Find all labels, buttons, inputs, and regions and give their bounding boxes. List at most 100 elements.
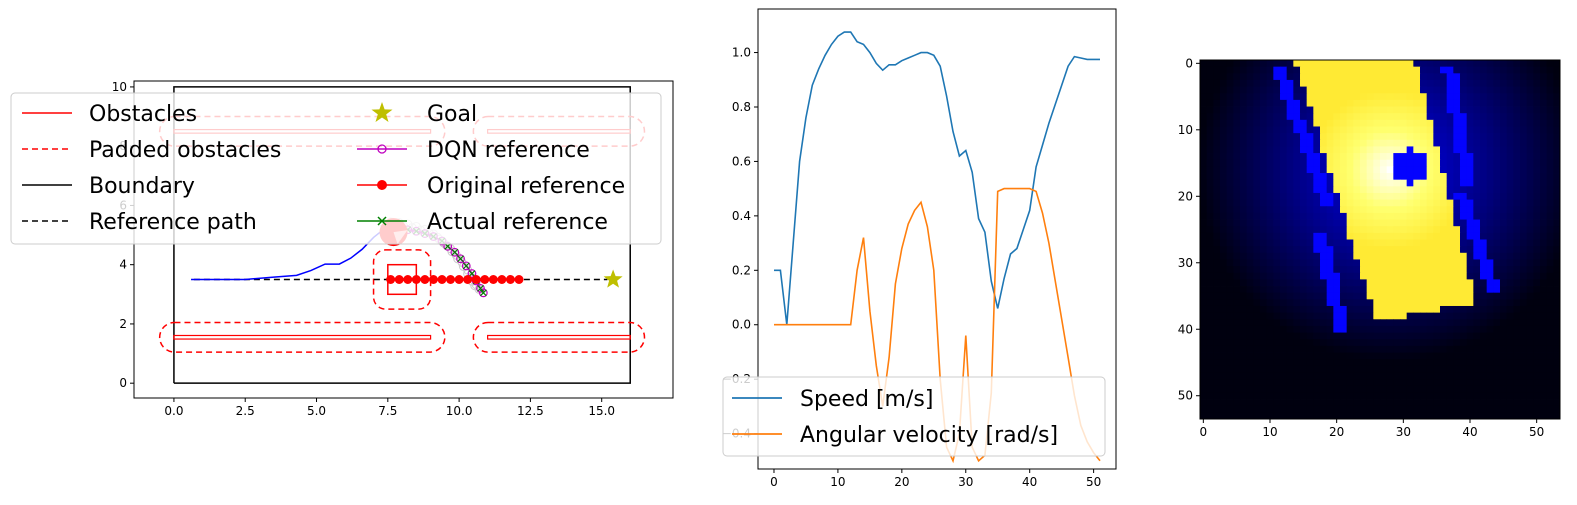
heatmap-cell (1433, 392, 1441, 400)
heatmap-cell (1460, 93, 1468, 101)
heatmap-cell (1433, 399, 1441, 407)
heatmap-cell (1393, 119, 1401, 127)
heatmap-cell (1500, 319, 1508, 327)
heatmap-cell (1520, 405, 1528, 413)
heatmap-cell (1413, 332, 1421, 340)
heatmap-cell (1393, 345, 1401, 353)
heatmap-cell (1200, 319, 1208, 327)
heatmap-cell (1466, 399, 1474, 407)
heatmap-cell (1480, 199, 1488, 207)
heatmap-cell (1293, 332, 1301, 340)
heatmap-cell (1340, 126, 1348, 134)
heatmap-cell (1280, 219, 1288, 227)
heatmap-cell (1386, 73, 1394, 81)
heatmap-cell (1253, 279, 1261, 287)
heatmap-cell (1440, 159, 1448, 167)
heatmap-cell (1473, 359, 1481, 367)
heatmap-cell (1246, 126, 1254, 134)
heatmap-cell (1493, 286, 1501, 294)
heatmap-cell (1406, 226, 1414, 234)
heatmap-cell (1226, 226, 1234, 234)
heatmap-cell (1326, 139, 1334, 147)
heatmap-cell (1453, 239, 1461, 247)
heatmap-cell (1200, 332, 1208, 340)
heatmap-cell (1460, 99, 1468, 107)
heatmap-cell (1540, 412, 1548, 420)
heatmap-cell (1426, 99, 1434, 107)
heatmap-cell (1333, 60, 1341, 68)
heatmap-cell (1246, 139, 1254, 147)
c-x-tick-label: 20 (1329, 425, 1344, 439)
heatmap-cell (1433, 385, 1441, 393)
heatmap-cell (1333, 286, 1341, 294)
heatmap-cell (1280, 266, 1288, 274)
heatmap-cell (1273, 312, 1281, 320)
heatmap-cell (1253, 259, 1261, 267)
heatmap-cell (1313, 186, 1321, 194)
heatmap-cell (1253, 359, 1261, 367)
heatmap-cell (1293, 212, 1301, 220)
heatmap-cell (1313, 139, 1321, 147)
heatmap-cell (1506, 286, 1514, 294)
b-y-tick-label: 0.2 (732, 263, 751, 277)
legend-label-boundary: Boundary (89, 174, 195, 199)
heatmap-cell (1333, 179, 1341, 187)
heatmap-cell (1206, 299, 1214, 307)
heatmap-cell (1220, 246, 1228, 254)
heatmap-cell (1300, 352, 1308, 360)
heatmap-cell (1413, 153, 1421, 161)
heatmap-cell (1513, 146, 1521, 154)
heatmap-cell (1246, 212, 1254, 220)
heatmap-cell (1326, 299, 1334, 307)
heatmap-cell (1453, 133, 1461, 141)
heatmap-cell (1240, 405, 1248, 413)
heatmap-cell (1213, 319, 1221, 327)
heatmap-cell (1453, 173, 1461, 181)
heatmap-cell (1493, 379, 1501, 387)
heatmap-cell (1300, 93, 1308, 101)
heatmap-cell (1353, 312, 1361, 320)
heatmap-cell (1520, 399, 1528, 407)
heatmap-cell (1360, 339, 1368, 347)
heatmap-cell (1460, 239, 1468, 247)
heatmap-cell (1260, 345, 1268, 353)
heatmap-cell (1280, 259, 1288, 267)
heatmap-cell (1320, 359, 1328, 367)
heatmap-cell (1253, 139, 1261, 147)
heatmap-cell (1266, 266, 1274, 274)
heatmap-cell (1300, 305, 1308, 314)
heatmap-cell (1466, 279, 1474, 287)
c-y-tick-label: 40 (1178, 322, 1193, 336)
heatmap-cell (1240, 319, 1248, 327)
heatmap-cell (1346, 66, 1354, 74)
heatmap-cell (1320, 325, 1328, 333)
heatmap-cell (1233, 60, 1241, 68)
heatmap-cell (1386, 199, 1394, 207)
heatmap-cell (1293, 259, 1301, 267)
heatmap-cell (1446, 345, 1454, 353)
heatmap-cell (1453, 272, 1461, 280)
heatmap-cell (1246, 399, 1254, 407)
heatmap-cell (1446, 206, 1454, 214)
heatmap-cell (1446, 312, 1454, 320)
heatmap-cell (1280, 186, 1288, 194)
heatmap-cell (1266, 106, 1274, 114)
heatmap-cell (1540, 266, 1548, 274)
heatmap-cell (1280, 212, 1288, 220)
heatmap-cell (1486, 412, 1494, 420)
heatmap-cell (1466, 192, 1474, 201)
heatmap-cell (1273, 345, 1281, 353)
heatmap-cell (1313, 266, 1321, 274)
heatmap-cell (1226, 79, 1234, 87)
heatmap-cell (1266, 385, 1274, 393)
heatmap-cell (1286, 192, 1294, 201)
heatmap-cell (1206, 79, 1214, 87)
heatmap-cell (1313, 153, 1321, 161)
heatmap-cell (1253, 405, 1261, 413)
heatmap-cell (1273, 392, 1281, 400)
heatmap-cell (1546, 106, 1554, 114)
heatmap-cell (1426, 392, 1434, 400)
heatmap-cell (1200, 226, 1208, 234)
heatmap-cell (1540, 345, 1548, 353)
heatmap-cell (1333, 259, 1341, 267)
